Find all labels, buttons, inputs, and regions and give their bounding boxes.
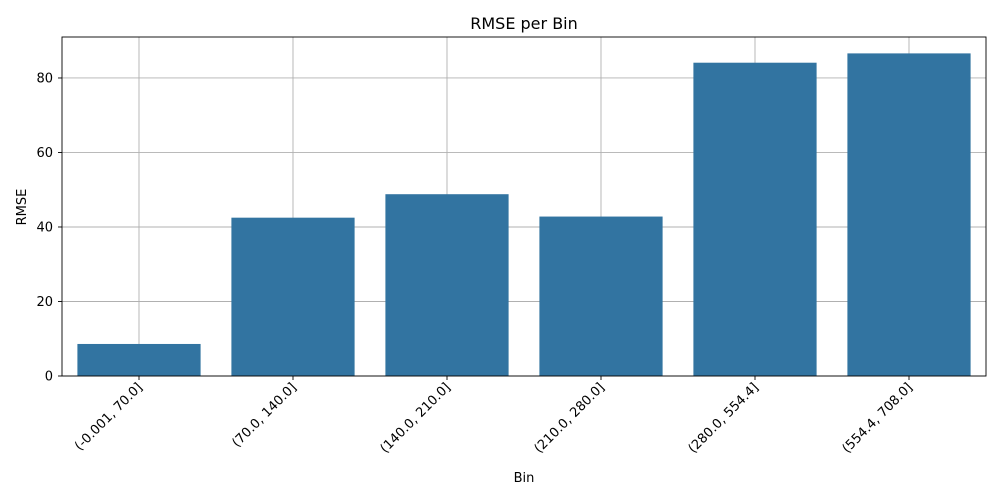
x-tick-label: (280.0, 554.4]: [686, 380, 762, 456]
x-tick-label: (-0.001, 70.0]: [72, 380, 146, 454]
bar: [231, 218, 354, 376]
bar: [77, 344, 200, 376]
y-tick-label: 80: [36, 71, 53, 86]
bar: [385, 194, 508, 376]
y-tick-label: 40: [36, 220, 53, 235]
x-tick-label: (210.0, 280.0]: [532, 380, 608, 456]
x-tick-label: (140.0, 210.0]: [378, 380, 454, 456]
y-axis-title: RMSE: [15, 189, 30, 226]
bar: [539, 217, 662, 376]
bar: [847, 53, 970, 376]
bars: [77, 53, 970, 376]
y-axis-ticks: 0 20 40 60 80: [36, 71, 62, 384]
x-axis-title: Bin: [514, 471, 535, 486]
bar: [693, 63, 816, 376]
y-tick-label: 20: [36, 295, 53, 310]
y-tick-label: 0: [45, 370, 53, 385]
y-tick-label: 60: [36, 146, 53, 161]
x-tick-label: (554.4, 708.0]: [840, 380, 916, 456]
x-tick-label: (70.0, 140.0]: [229, 380, 299, 450]
x-axis-ticks: (-0.001, 70.0] (70.0, 140.0] (140.0, 210.0…: [72, 376, 916, 456]
chart-title: RMSE per Bin: [470, 14, 578, 33]
